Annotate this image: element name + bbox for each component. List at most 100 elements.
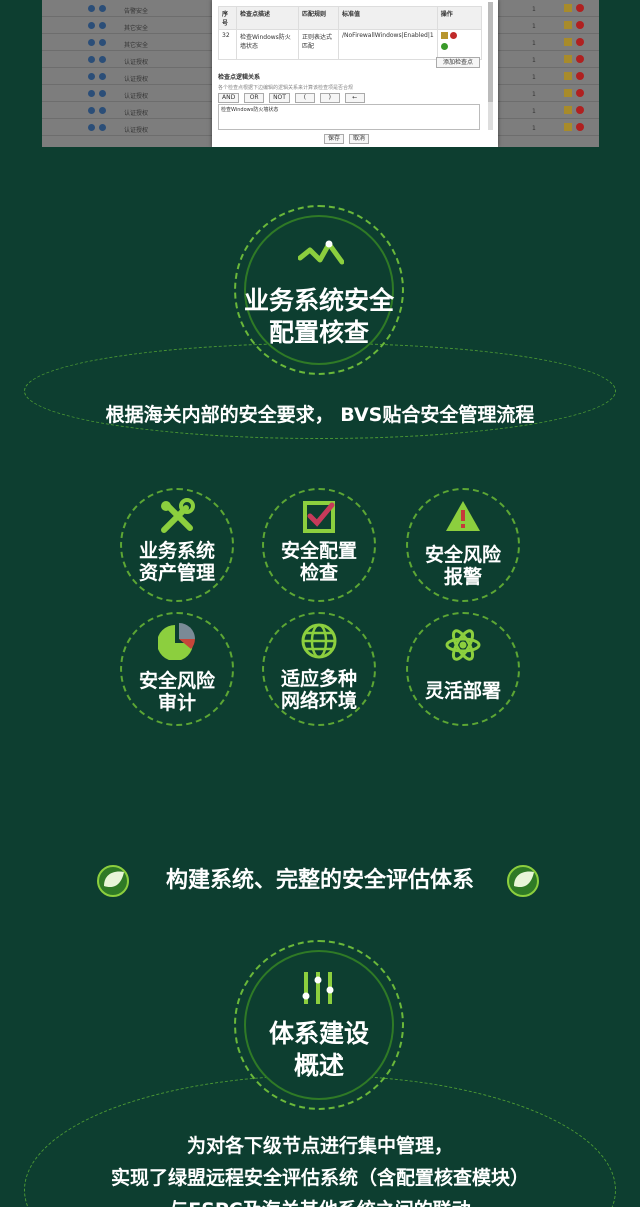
view-icon[interactable] (99, 5, 106, 12)
save-button[interactable]: 保存 (324, 134, 345, 144)
dialog-footer: 保存 取消 (324, 134, 372, 144)
view-icon[interactable] (88, 107, 95, 114)
section2-description: 为对各下级节点进行集中管理， 实现了绿盟远程安全评估系统（含配置核查模块） 与E… (24, 1130, 616, 1207)
description-line2: 实现了绿盟远程安全评估系统（含配置核查模块） (110, 1167, 529, 1189)
feature-label-line2: 报警 (443, 566, 482, 588)
add-checkpoint-button[interactable]: 添加检查点 (436, 57, 480, 68)
view-icon[interactable] (88, 39, 95, 46)
edit-icon[interactable] (564, 123, 572, 131)
view-icon[interactable] (88, 90, 95, 97)
view-icon[interactable] (99, 39, 106, 46)
row-icons (88, 56, 110, 65)
section2-title-ring (234, 940, 404, 1110)
feature-risk-audit: 安全风险 审计 (120, 612, 234, 726)
section1-tagline: 根据海关内部的安全要求， BVS贴合安全管理流程 (105, 404, 535, 426)
feature-ring (262, 612, 376, 726)
pie-chart-icon (158, 623, 195, 660)
delete-icon[interactable] (576, 55, 584, 63)
section2-title-line1: 体系建设 (268, 1019, 369, 1048)
or-button[interactable]: OR (244, 93, 265, 103)
pulse-icon (298, 240, 344, 265)
view-icon[interactable] (88, 5, 95, 12)
row-count: 1 (532, 91, 536, 98)
edit-icon[interactable] (564, 38, 572, 46)
view-icon[interactable] (99, 107, 106, 114)
not-button[interactable]: NOT (269, 93, 290, 103)
section1-title-ring-inner (244, 215, 394, 365)
view-icon[interactable] (88, 73, 95, 80)
col-header-index: 序号 (218, 6, 237, 30)
scrollbar-thumb[interactable] (488, 2, 493, 102)
delete-icon[interactable] (576, 4, 584, 12)
delete-icon[interactable] (576, 72, 584, 80)
row-category: 其它安全 (124, 42, 149, 49)
feature-label: 安全配置 检查 (262, 540, 376, 584)
delete-icon[interactable] (449, 32, 457, 39)
section1-title: 业务系统安全 配置核查 (234, 285, 404, 349)
delete-icon[interactable] (576, 38, 584, 46)
dialog-scrollbar[interactable] (488, 2, 493, 130)
row-category: 认证授权 (124, 76, 149, 83)
edit-icon[interactable] (564, 89, 572, 97)
edit-icon[interactable] (564, 21, 572, 29)
col-header-description: 检查点描述 (236, 6, 299, 30)
col-header-rule: 匹配规则 (298, 6, 339, 30)
edit-icon[interactable] (564, 4, 572, 12)
view-icon[interactable] (88, 22, 95, 29)
globe-icon (301, 623, 337, 659)
description-line1: 为对各下级节点进行集中管理， (186, 1135, 453, 1157)
open-paren-button[interactable]: ( (294, 93, 315, 103)
row-icons (88, 39, 110, 48)
edit-icon[interactable] (564, 55, 572, 63)
feature-ring (262, 488, 376, 602)
leaf-logo-icon (97, 865, 129, 897)
section1-title-ring (234, 205, 404, 375)
feature-config-check: 安全配置 检查 (262, 488, 376, 602)
sliders-icon (302, 972, 334, 1004)
feature-network-env: 适应多种 网络环境 (262, 612, 376, 726)
view-icon[interactable] (88, 124, 95, 131)
logic-expression-field[interactable]: 检查Windows防火墙状态 (218, 104, 480, 130)
delete-icon[interactable] (576, 123, 584, 131)
section2-title-ring-inner (244, 950, 394, 1100)
edit-icon[interactable] (564, 72, 572, 80)
col-header-action: 操作 (436, 6, 483, 30)
row-count: 1 (532, 6, 536, 13)
checkpoint-table: 序号 检查点描述 匹配规则 标准值 操作 32 检查Windows防火墙状态 正… (218, 6, 483, 60)
row-icons (88, 22, 110, 31)
view-icon[interactable] (99, 73, 106, 80)
close-paren-button[interactable]: ) (319, 93, 340, 103)
feature-label-line1: 安全风险 (424, 544, 501, 566)
feature-label: 适应多种 网络环境 (262, 668, 376, 712)
and-button[interactable]: AND (218, 93, 240, 103)
row-standard: /NoFirewallWindows|Enabled|1 (338, 29, 438, 60)
delete-icon[interactable] (576, 89, 584, 97)
delete-icon[interactable] (576, 21, 584, 29)
cancel-button[interactable]: 取消 (348, 134, 369, 144)
view-icon[interactable] (99, 56, 106, 63)
check-item-dialog: 序号 检查点描述 匹配规则 标准值 操作 32 检查Windows防火墙状态 正… (212, 0, 498, 147)
add-icon[interactable] (440, 43, 448, 50)
row-category: 认证授权 (124, 127, 149, 134)
row-category: 其它安全 (124, 25, 149, 32)
description-line3: 与ESPC及海关其他系统之间的联动 (24, 1194, 616, 1207)
view-icon[interactable] (99, 22, 106, 29)
row-category: 认证授权 (124, 110, 149, 117)
row-icons (88, 73, 110, 82)
view-icon[interactable] (99, 90, 106, 97)
feature-label-line1: 安全风险 (138, 670, 215, 692)
section2-title-line2: 概述 (293, 1051, 344, 1080)
view-icon[interactable] (99, 124, 106, 131)
view-icon[interactable] (88, 56, 95, 63)
leaf-logo-icon (507, 865, 539, 897)
edit-icon[interactable] (564, 106, 572, 114)
delete-icon[interactable] (576, 106, 584, 114)
feature-label: 安全风险 报警 (406, 544, 520, 588)
row-icons (88, 90, 110, 99)
row-category: 认证授权 (124, 59, 149, 66)
logic-section-title: 检查点逻辑关系 (218, 74, 261, 81)
edit-icon[interactable] (440, 32, 448, 39)
logic-hint: 各个检查点根据下边编辑的逻辑关系来计算该检查项是否合规 (218, 85, 354, 91)
backspace-button[interactable]: ← (344, 93, 365, 103)
row-index: 32 (218, 29, 237, 60)
